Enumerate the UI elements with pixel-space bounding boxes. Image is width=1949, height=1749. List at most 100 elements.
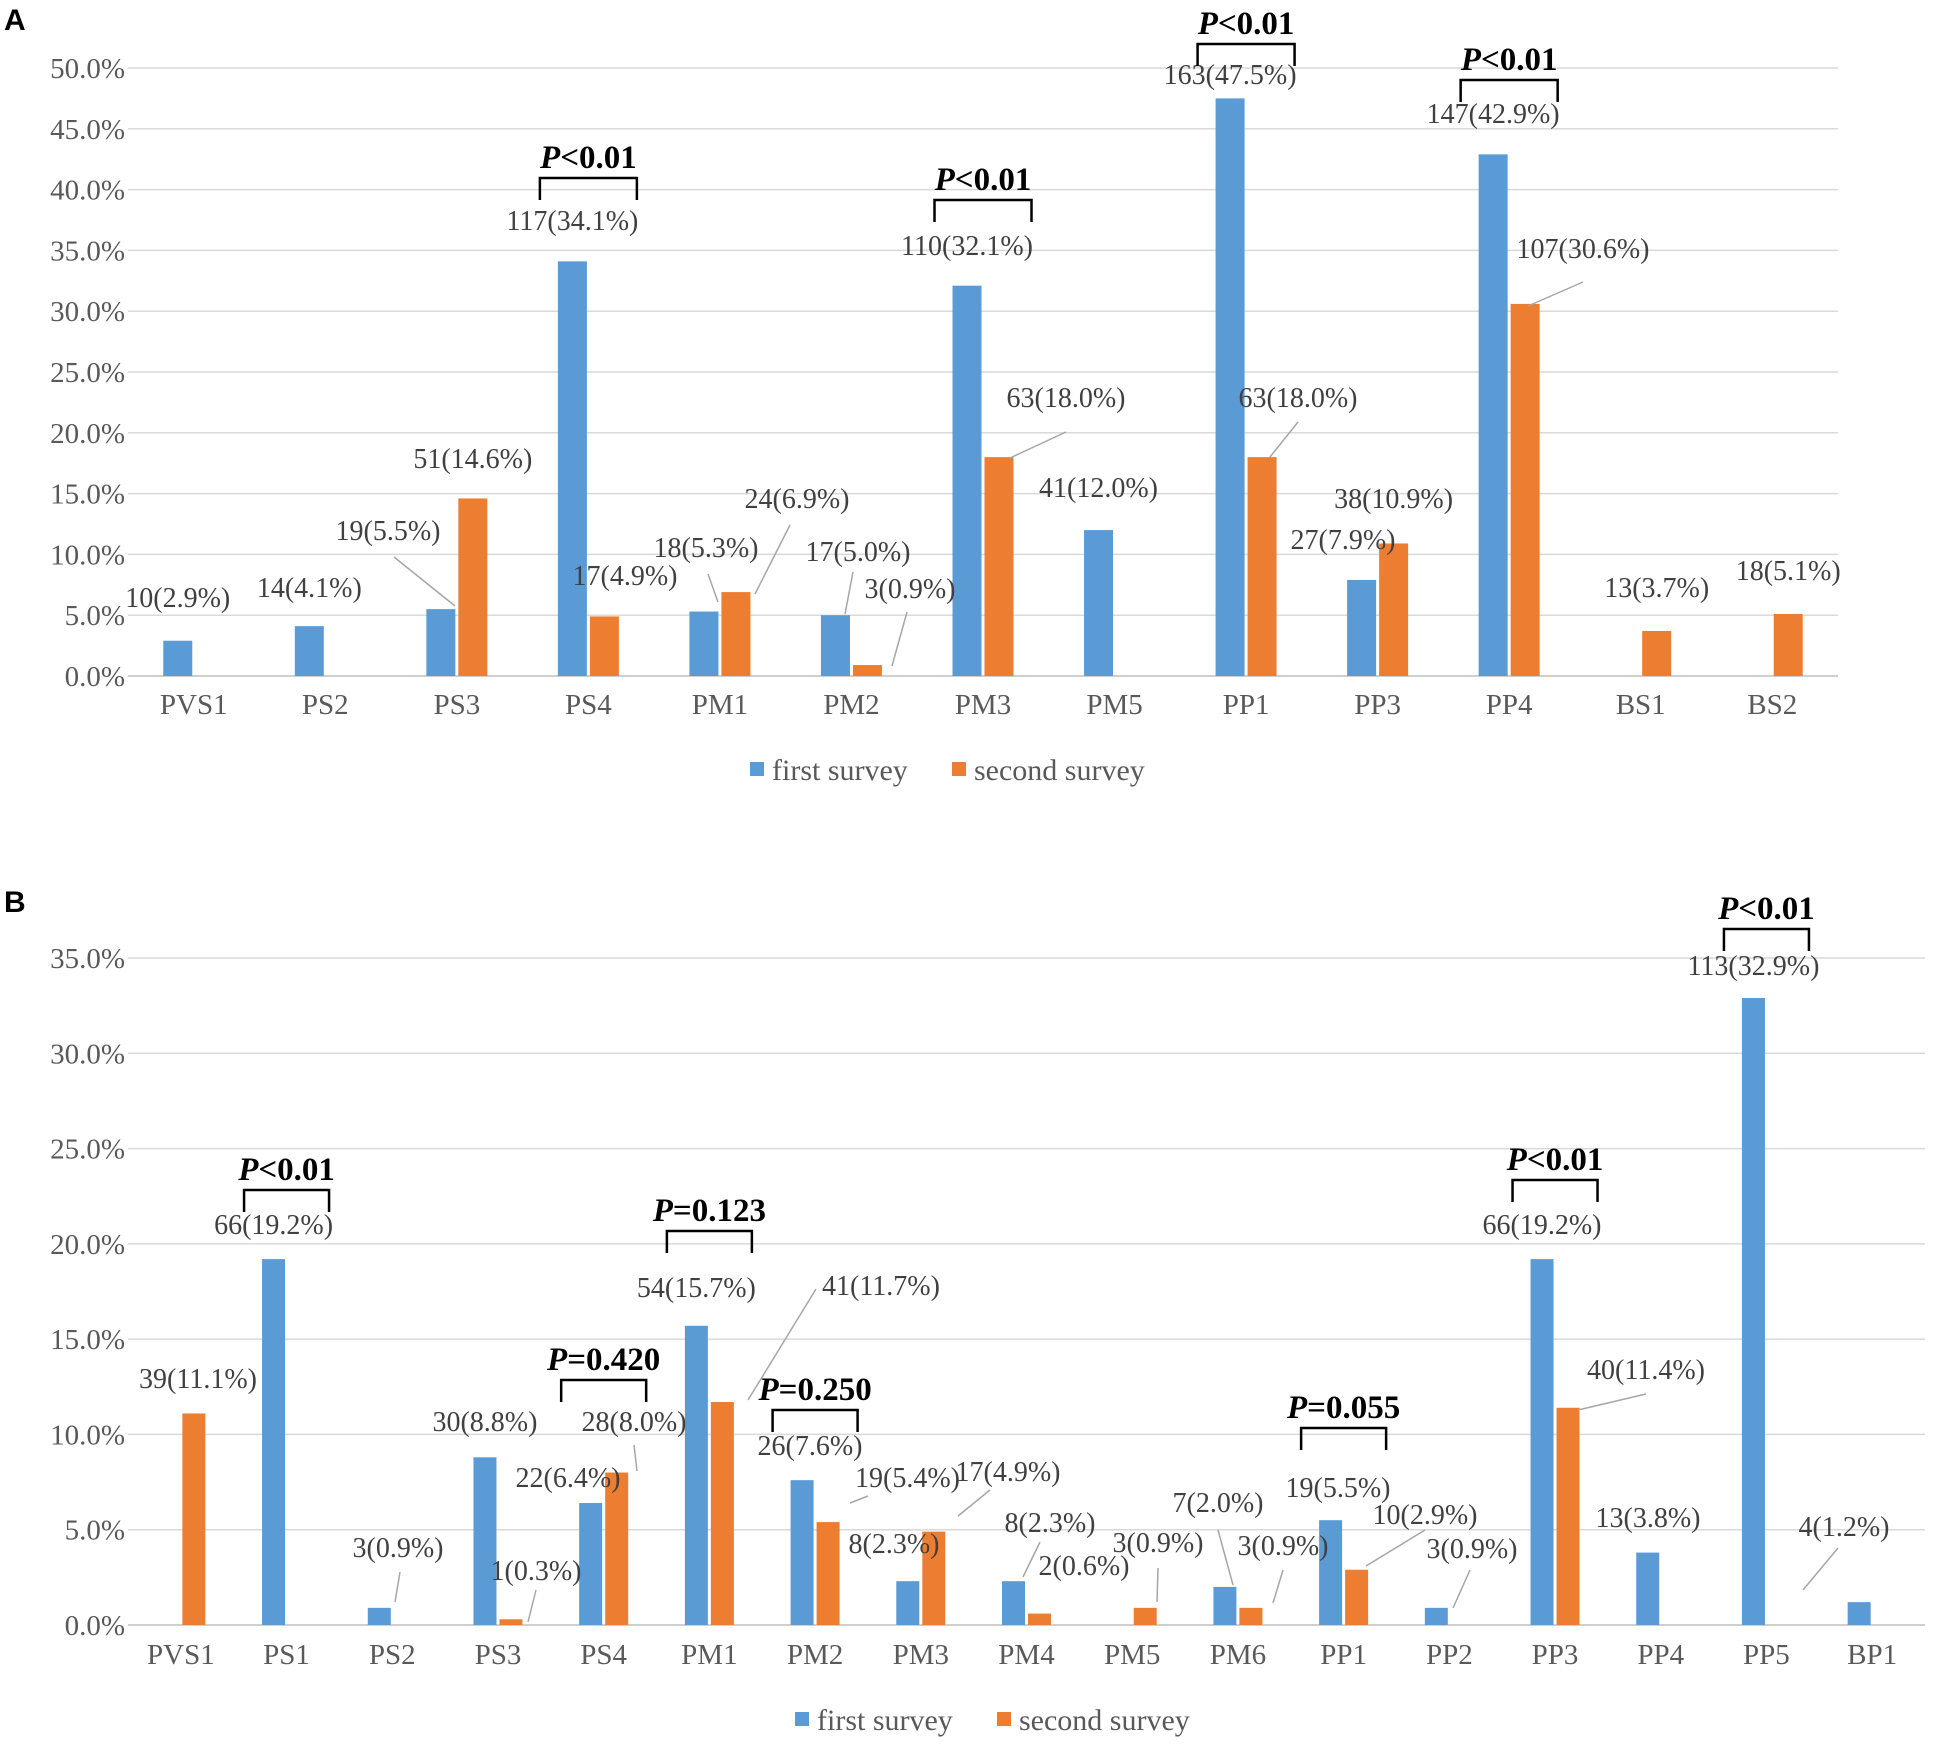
data-label: 41(11.7%) (822, 1271, 940, 1302)
x-tick-label: PS4 (565, 689, 612, 721)
x-tick-label: PP3 (1532, 1639, 1579, 1671)
chart-panel-a: 0.0% 5.0% 10.0% 15.0% 20.0% 25.0% 30.0% 35.0% 40… (50, 6, 1841, 787)
data-label: 24(6.9%) (745, 484, 850, 515)
bar-first-survey-pm5 (1084, 530, 1114, 676)
y-tick-label: 0.0% (65, 1610, 125, 1642)
pvalue-bracket (933, 198, 1033, 222)
x-tick-label: BS2 (1747, 689, 1797, 721)
label-leader-line (849, 1495, 869, 1504)
bar-first-survey-pvs1 (163, 640, 193, 676)
label-leader-line (1365, 1529, 1426, 1567)
panel-b-letter: B (4, 886, 26, 919)
bar-first-survey-pm3 (896, 1581, 920, 1625)
data-label: 107(30.6%) (1517, 234, 1650, 265)
pvalue-label: P<0.01 (1460, 42, 1558, 78)
bar-first-survey-ps2 (294, 626, 324, 676)
pvalue-label: P<0.01 (539, 140, 637, 176)
x-tick-label: PS2 (369, 1639, 416, 1671)
data-label: 19(5.5%) (1286, 1473, 1391, 1504)
bar-first-survey-ps4 (579, 1503, 603, 1625)
pvalue-label: P<0.01 (934, 162, 1032, 198)
data-label: 27(7.9%) (1291, 525, 1396, 556)
data-label: 17(5.0%) (806, 537, 911, 568)
x-tick-label: PM2 (787, 1639, 843, 1671)
data-label: 30(8.8%) (432, 1407, 537, 1438)
x-tick-label: PM3 (955, 689, 1011, 721)
bar-first-survey-ps2 (367, 1607, 391, 1625)
y-tick-label: 35.0% (50, 235, 125, 267)
bar-first-survey-pm2 (790, 1480, 814, 1625)
x-tick-label: PM4 (998, 1639, 1055, 1671)
pvalue-bracket (1459, 78, 1559, 102)
label-leader-line (891, 611, 908, 667)
pvalue-label: P=0.123 (652, 1193, 766, 1229)
x-tick-label: PM3 (893, 1639, 949, 1671)
x-tick-label: PP1 (1223, 689, 1270, 721)
y-tick-label: 20.0% (50, 1229, 125, 1261)
bar-first-survey-pp3 (1530, 1259, 1554, 1625)
data-label: 163(47.5%) (1164, 60, 1297, 91)
data-label: 13(3.8%) (1596, 1503, 1701, 1534)
bar-second-survey-pp3 (1556, 1407, 1580, 1625)
label-leader-line (1217, 1529, 1234, 1586)
data-label: 19(5.4%) (855, 1463, 960, 1494)
x-tick-label: PP4 (1486, 689, 1533, 721)
y-tick-label: 50.0% (50, 53, 125, 85)
bar-first-survey-pm1 (689, 611, 719, 676)
legend: first survey second survey (750, 754, 1145, 787)
bar-first-survey-pp5 (1741, 998, 1765, 1625)
label-leader-line (754, 524, 791, 595)
bar-second-survey-pm1 (710, 1402, 734, 1625)
data-label: 10(2.9%) (1373, 1500, 1478, 1531)
pvalue-bracket (1196, 42, 1296, 66)
data-label: 18(5.1%) (1736, 556, 1841, 587)
x-tick-label: PM1 (692, 689, 748, 721)
y-tick-label: 15.0% (50, 1324, 125, 1356)
bar-second-survey-ps4 (605, 1472, 629, 1625)
y-tick-label: 15.0% (50, 479, 125, 511)
bar-first-survey-bp1 (1847, 1602, 1871, 1625)
pvalue-bracket (1299, 1426, 1388, 1450)
bar-second-survey-ps4 (589, 616, 619, 676)
bar-second-survey-pm2 (816, 1522, 840, 1625)
bar-second-survey-pm3 (922, 1531, 946, 1625)
bar-second-survey-pm2 (852, 665, 882, 676)
pvalue-bracket (559, 1378, 648, 1402)
legend: first survey second survey (795, 1704, 1190, 1737)
pvalue-bracket (1722, 927, 1811, 951)
x-tick-label: PP3 (1354, 689, 1401, 721)
data-label: 8(2.3%) (849, 1529, 940, 1560)
data-label: 63(18.0%) (1007, 383, 1126, 414)
x-tick-label: PS1 (263, 1639, 310, 1671)
x-tick-label: PP4 (1637, 1639, 1684, 1671)
data-label: 3(0.9%) (353, 1533, 444, 1564)
bar-first-survey-pm3 (952, 285, 982, 676)
label-leader-line (957, 1489, 991, 1517)
y-tick-label: 10.0% (50, 1419, 125, 1451)
data-label: 10(2.9%) (125, 583, 230, 614)
bar-second-survey-pm3 (984, 457, 1014, 676)
y-tick-label: 25.0% (50, 357, 125, 389)
y-tick-label: 10.0% (50, 539, 125, 571)
x-tick-label: BP1 (1847, 1639, 1897, 1671)
data-label: 147(42.9%) (1427, 99, 1560, 130)
bar-second-survey-pm6 (1239, 1607, 1263, 1625)
label-leader-line (747, 1288, 817, 1401)
data-label: 39(11.1%) (139, 1364, 257, 1395)
data-label: 19(5.5%) (336, 516, 441, 547)
bar-first-survey-pp2 (1424, 1607, 1448, 1625)
data-label: 66(19.2%) (1483, 1210, 1602, 1241)
x-tick-label: PM2 (823, 689, 879, 721)
pvalue-bracket (771, 1408, 859, 1432)
data-label: 40(11.4%) (1587, 1355, 1705, 1386)
pvalue-bracket (1511, 1178, 1599, 1202)
data-label: 2(0.6%) (1039, 1551, 1130, 1582)
bar-first-survey-pm1 (684, 1325, 708, 1625)
bar-second-survey-pp3 (1379, 543, 1409, 676)
bar-first-survey-pp1 (1215, 98, 1245, 676)
data-label: 66(19.2%) (214, 1210, 333, 1241)
label-leader-line (707, 573, 719, 603)
y-tick-label: 45.0% (50, 114, 125, 146)
pvalue-label: P=0.420 (546, 1342, 660, 1378)
label-leader-line (393, 556, 456, 607)
